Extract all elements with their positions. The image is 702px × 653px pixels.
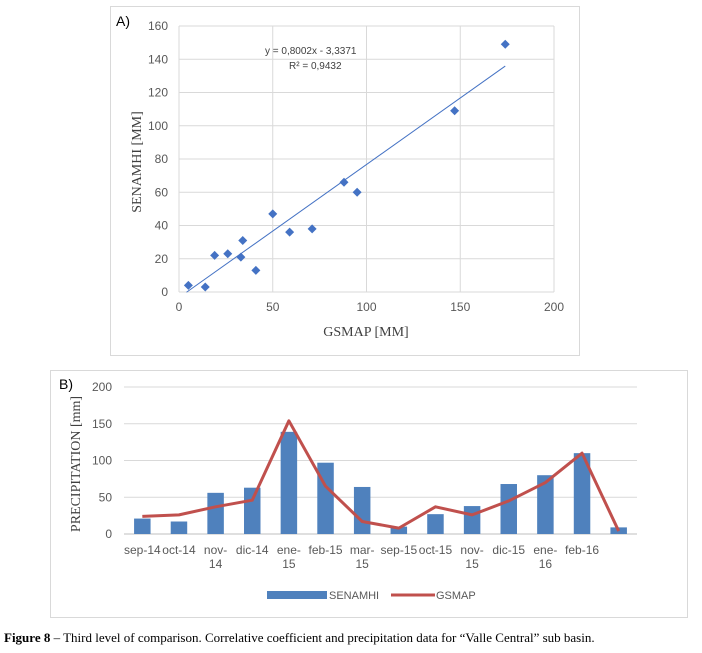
- category-label: nov-: [460, 543, 483, 557]
- category-label: 16: [539, 557, 553, 571]
- y-tick-label: 80: [155, 152, 169, 166]
- senamhi-bar: [390, 526, 408, 534]
- x-tick-label: 50: [266, 300, 280, 314]
- category-label: sep-14: [124, 543, 161, 557]
- y-tick-label: 150: [92, 417, 112, 431]
- senamhi-bar: [134, 518, 151, 534]
- data-point: [500, 39, 510, 49]
- figure-caption-text: – Third level of comparison. Correlative…: [50, 630, 595, 645]
- category-label: dic-14: [236, 543, 269, 557]
- category-label: ene-: [277, 543, 301, 557]
- scatter-x-ticks: 0 50 100 150 200: [176, 300, 565, 314]
- senamhi-bar: [500, 484, 517, 534]
- category-label: dic-15: [492, 543, 525, 557]
- gsmap-line: [142, 419, 621, 532]
- data-point: [450, 106, 460, 116]
- data-point: [307, 224, 317, 234]
- category-label: oct-15: [419, 543, 453, 557]
- x-tick-label: 150: [450, 300, 470, 314]
- scatter-gridlines: [178, 25, 555, 293]
- data-point: [268, 209, 278, 219]
- senamhi-bar: [463, 506, 481, 534]
- y-axis-title: SENAMHI [MM]: [130, 111, 145, 213]
- senamhi-bar: [573, 453, 591, 534]
- legend-label-gsmap: GSMAP: [436, 590, 476, 602]
- y-tick-label: 200: [92, 380, 112, 394]
- x-tick-label: 100: [356, 300, 376, 314]
- y-tick-label: 100: [92, 454, 112, 468]
- y-tick-label: 160: [148, 19, 168, 33]
- bar-gridlines: [124, 386, 637, 535]
- x-tick-label: 200: [544, 300, 564, 314]
- scatter-points: [183, 39, 510, 292]
- senamhi-bars: [134, 431, 627, 534]
- y-tick-label: 40: [155, 219, 169, 233]
- panel-label-a: A): [116, 13, 130, 29]
- data-point: [352, 187, 362, 197]
- scatter-chart-panel: A) 0 20 40 60 80 100 120 140 160 0 50 100 150 200 y …: [110, 6, 580, 356]
- y-tick-label: 140: [148, 52, 168, 66]
- y-tick-label: 120: [148, 86, 168, 100]
- y-tick-label: 0: [161, 285, 168, 299]
- category-label: 15: [355, 557, 369, 571]
- r-squared-label: R² = 0,9432: [289, 61, 342, 72]
- category-label: nov-: [204, 543, 227, 557]
- data-point: [251, 265, 261, 275]
- legend-swatch-senamhi: [267, 591, 327, 599]
- data-point: [210, 250, 220, 260]
- x-axis-title: GSMAP [MM]: [323, 325, 408, 340]
- category-label: oct-14: [162, 543, 196, 557]
- data-point: [339, 177, 349, 187]
- chart-legend: SENAMHI GSMAP: [267, 590, 476, 602]
- senamhi-bar: [244, 487, 261, 534]
- figure-caption: Figure 8 – Third level of comparison. Co…: [4, 630, 702, 646]
- senamhi-bar: [207, 492, 224, 534]
- data-point: [285, 227, 295, 237]
- scatter-y-ticks: 0 20 40 60 80 100 120 140 160: [148, 19, 168, 299]
- data-point: [238, 235, 248, 245]
- y-tick-label: 50: [99, 490, 113, 504]
- category-label: feb-16: [565, 543, 599, 557]
- senamhi-bar: [427, 514, 444, 534]
- senamhi-bar: [537, 475, 554, 534]
- y-tick-label: 100: [148, 119, 168, 133]
- y-tick-label: 60: [155, 185, 169, 199]
- senamhi-bar: [170, 521, 188, 534]
- y-tick-label: 20: [155, 252, 169, 266]
- category-label: sep-15: [380, 543, 417, 557]
- panel-label-b: B): [59, 376, 73, 392]
- category-label: ene-: [533, 543, 557, 557]
- data-point: [200, 282, 210, 292]
- y-axis-title-precipitation: PRECIPITATION [mm]: [69, 396, 84, 532]
- bar-chart-panel: B) 0 50 100 150 200 sep-14 oct-14 nov- 14 dic-14…: [50, 370, 688, 618]
- bar-y-ticks: 0 50 100 150 200: [92, 380, 112, 541]
- category-label: 15: [465, 557, 479, 571]
- senamhi-bar: [353, 486, 371, 534]
- data-point: [223, 249, 233, 259]
- data-point: [236, 252, 246, 262]
- y-tick-label: 0: [105, 527, 112, 541]
- trendline-equation: y = 0,8002x - 3,3371: [265, 46, 357, 57]
- category-label: mar-: [350, 543, 375, 557]
- category-label: 15: [282, 557, 296, 571]
- scatter-chart: A) 0 20 40 60 80 100 120 140 160 0 50 100 150 200 y …: [116, 13, 565, 340]
- legend-label-senamhi: SENAMHI: [329, 590, 379, 602]
- figure-caption-label: Figure 8: [4, 630, 51, 645]
- senamhi-bar: [280, 431, 298, 534]
- category-label: 14: [209, 557, 223, 571]
- data-point: [183, 280, 193, 290]
- category-label: feb-15: [309, 543, 343, 557]
- x-tick-label: 0: [176, 300, 183, 314]
